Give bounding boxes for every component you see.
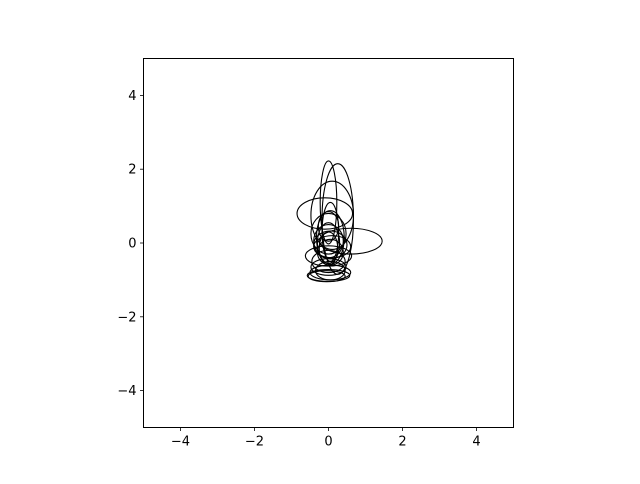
ellipse-mark (311, 249, 346, 274)
ellipse-mark (318, 231, 339, 266)
ellipse-layer (296, 160, 383, 283)
x-tick-label: 2 (398, 435, 406, 450)
ellipse-mark (321, 201, 340, 262)
ellipse-mark (310, 180, 355, 251)
x-axis-ticks: −4 −2 0 2 4 (171, 427, 481, 450)
y-axis-ticks: −4 −2 0 2 4 (117, 89, 144, 399)
ellipse-mark (313, 235, 352, 259)
x-tick-label: 4 (472, 435, 480, 450)
ellipse-mark (310, 212, 347, 255)
ellipse-mark (296, 197, 354, 230)
ellipse-mark (304, 245, 353, 267)
ellipse-mark (307, 270, 346, 283)
y-tick-label: 2 (128, 163, 136, 178)
y-tick-label: −2 (117, 310, 136, 325)
y-tick-label: 0 (128, 237, 136, 252)
axes-frame (143, 58, 514, 428)
x-tick-label: −4 (171, 435, 190, 450)
y-tick-label: −4 (117, 384, 136, 399)
ellipse-mark (319, 160, 338, 245)
x-tick-label: 0 (324, 435, 332, 450)
x-tick-label: −2 (245, 435, 264, 450)
ellipse-mark (310, 258, 347, 276)
y-tick-label: 4 (128, 89, 136, 104)
